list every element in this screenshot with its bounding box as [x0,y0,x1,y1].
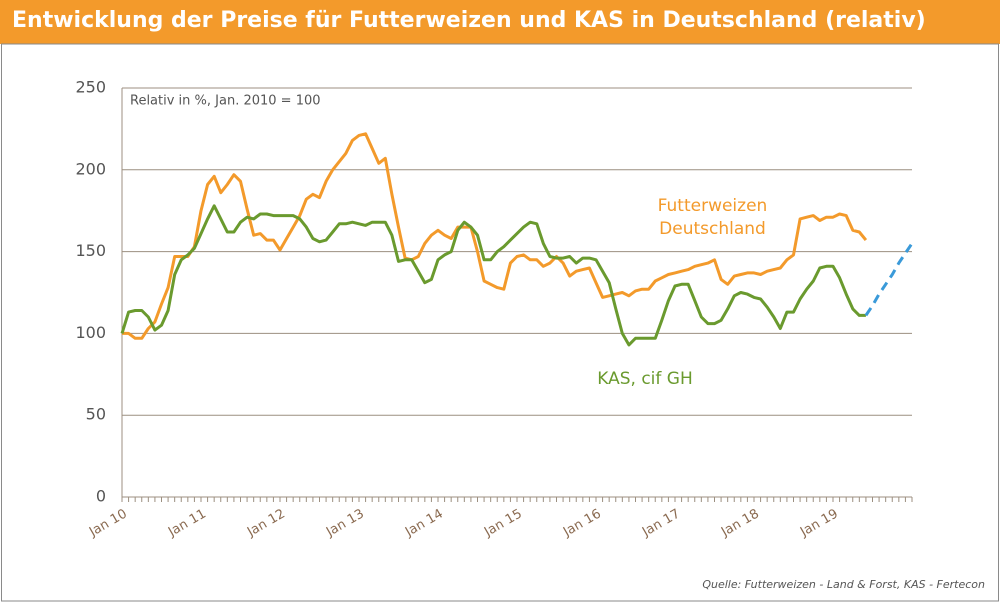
x-tick-label: Jan 16 [560,507,604,541]
x-tick-label: Jan 14 [402,507,446,541]
x-tick-label: Jan 11 [165,507,209,541]
x-tick-label: Jan 15 [481,507,525,541]
series-label: KAS, cif GH [597,369,693,389]
note: Relativ in %, Jan. 2010 = 100 [130,94,321,109]
frame [1,43,999,602]
chart-title: Entwicklung der Preise für Futterweizen … [12,8,926,33]
x-tick-label: Jan 19 [797,507,841,541]
series-line [122,132,868,340]
series-label: Futterweizen Deutschland [657,196,768,239]
y-tick-label: 200 [75,159,106,178]
y-tick-label: 0 [96,487,106,506]
y-tick-label: 250 [75,78,106,97]
series-line [120,204,866,347]
x-tick-label: Jan 18 [718,507,762,541]
y-tick-label: 150 [75,241,106,260]
x-tick-label: Jan 13 [323,507,367,541]
source: Quelle: Futterweizen - Land & Forst, KAS… [702,578,985,591]
x-tick-label: Jan 10 [86,507,130,541]
x-tick-label: Jan 12 [244,507,288,541]
y-tick-label: 50 [86,405,106,424]
y-tick-label: 100 [75,323,106,342]
series-line [864,242,914,317]
title-banner: Entwicklung der Preise für Futterweizen … [0,0,1000,44]
x-tick-label: Jan 17 [639,507,683,541]
